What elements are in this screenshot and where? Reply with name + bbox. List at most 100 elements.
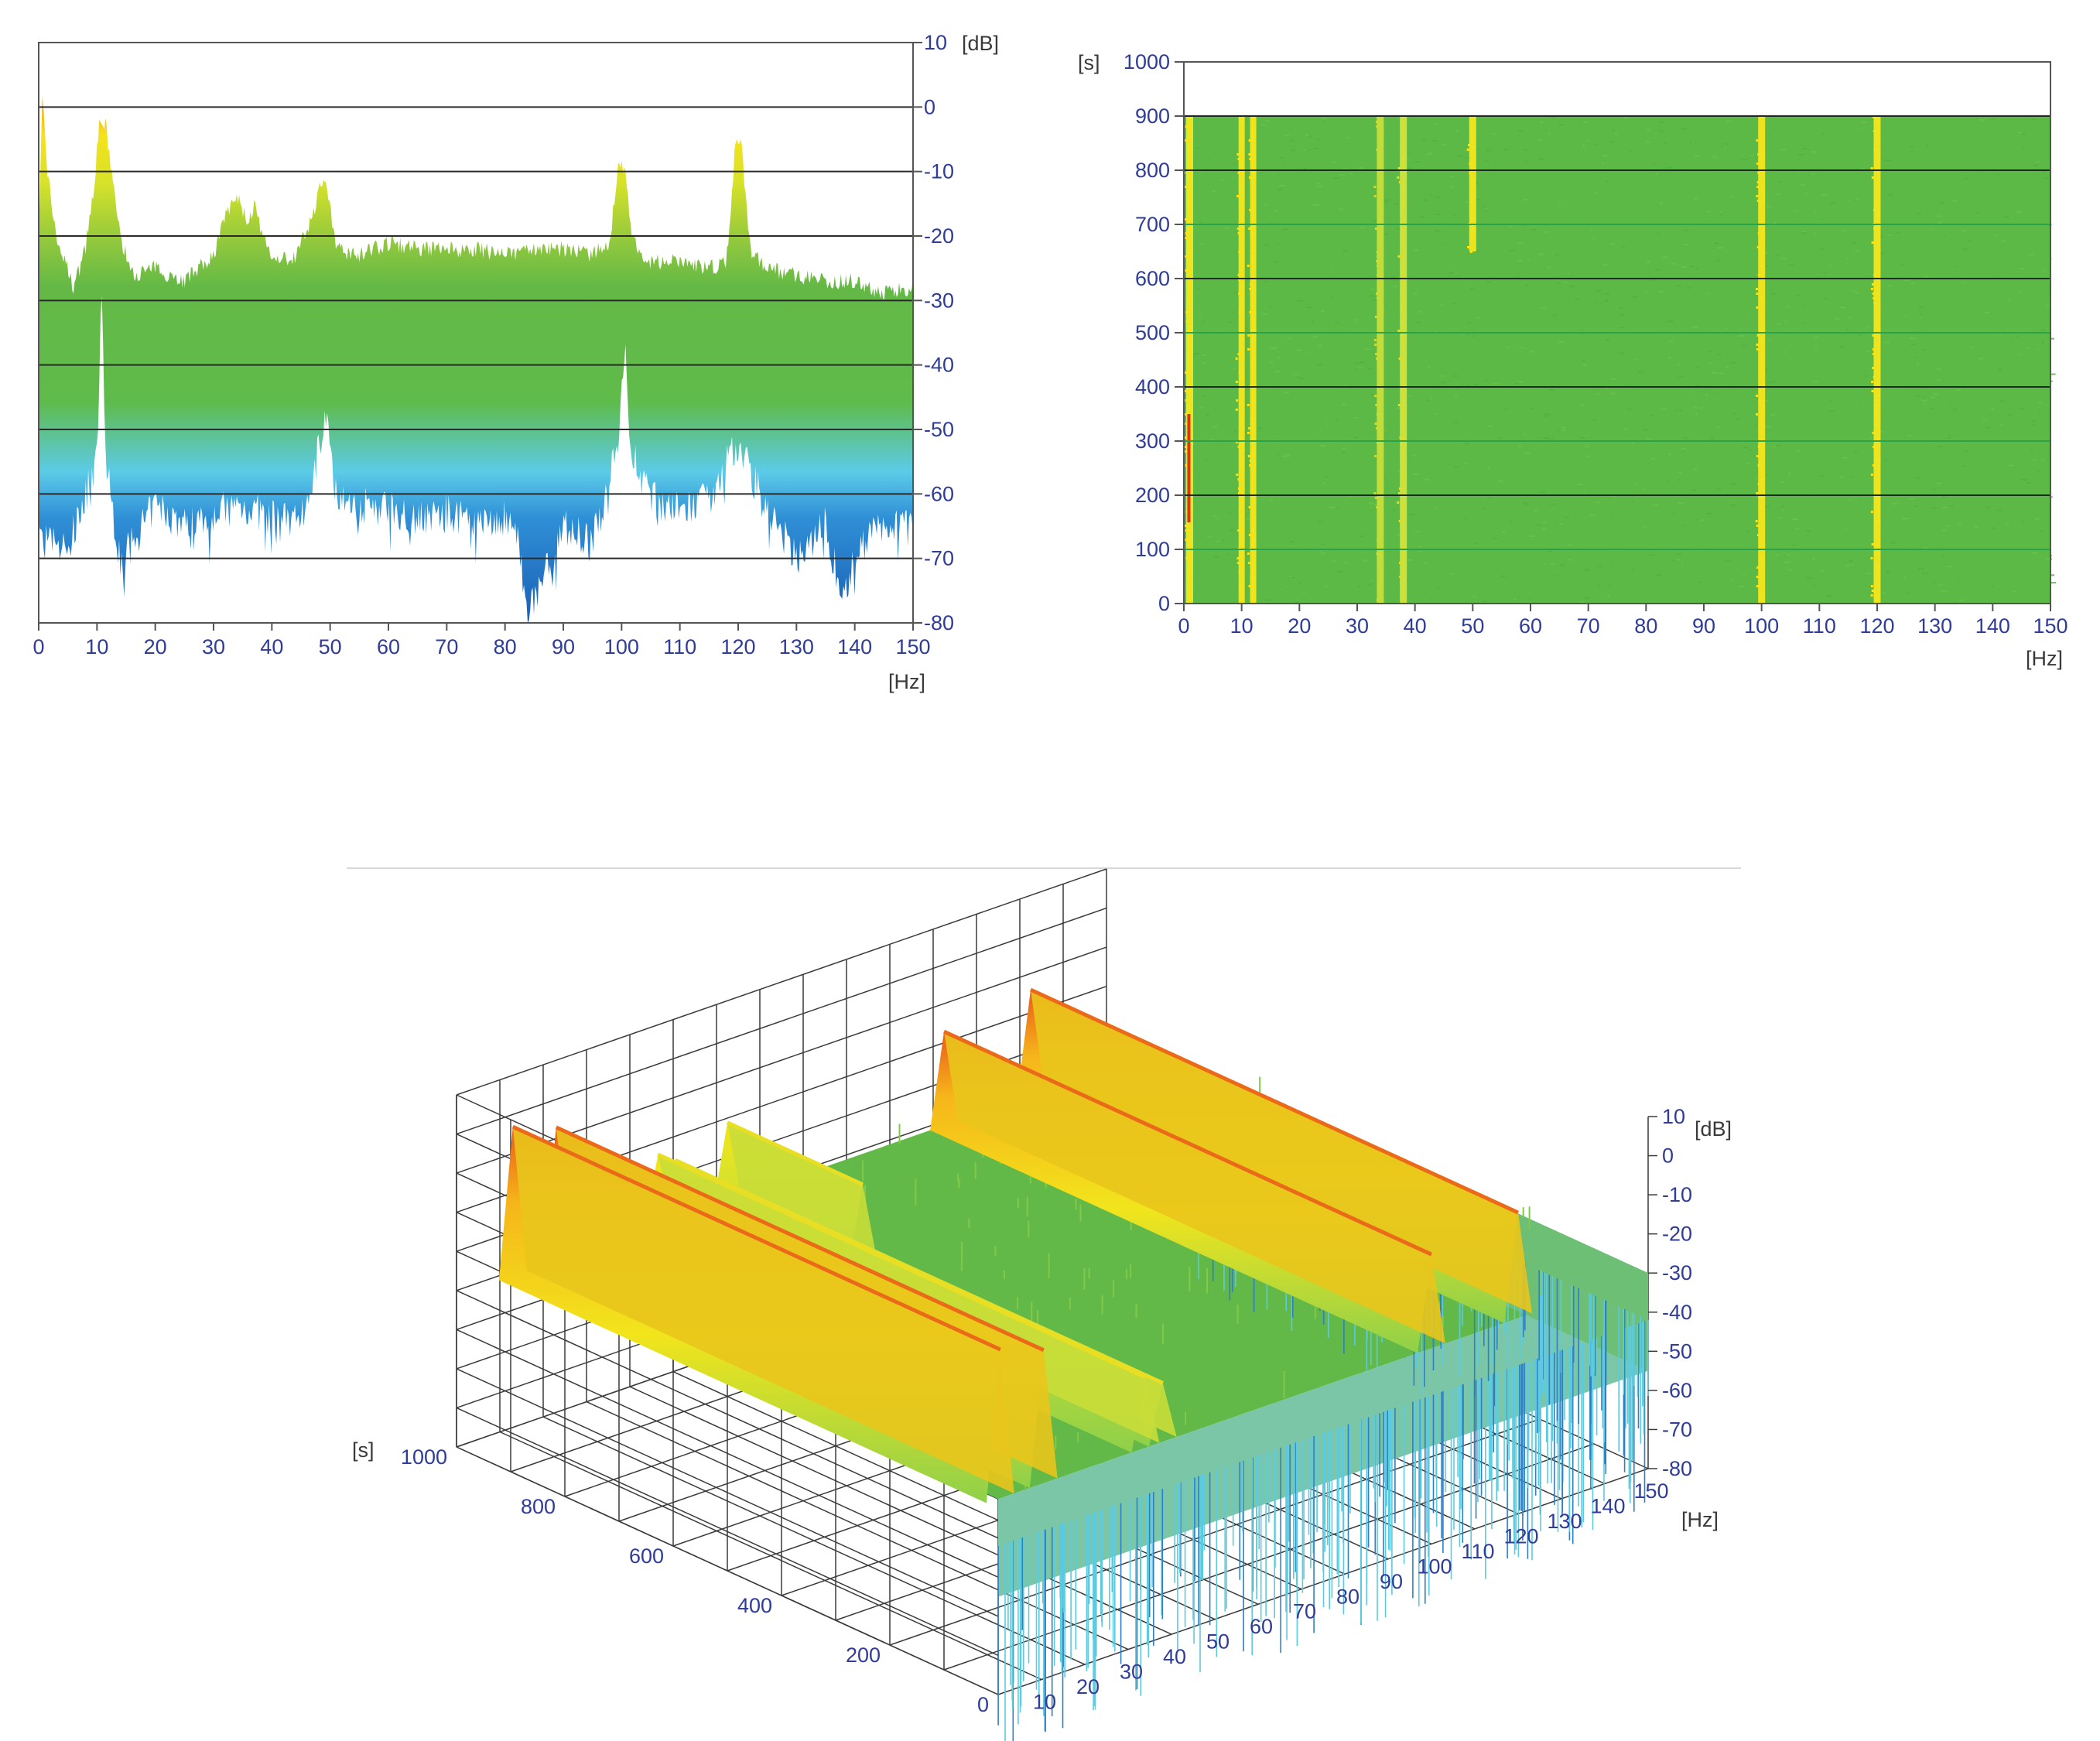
- spectrogram-band-speckle: [1186, 274, 1189, 276]
- spectrogram-speckle: [1767, 381, 1770, 384]
- spectrogram-speckle: [1474, 183, 1479, 185]
- spectrogram-speckle: [1542, 528, 1546, 530]
- spectrogram-speckle: [1579, 600, 1584, 603]
- spectrogram-speckle: [1260, 124, 1267, 126]
- spectrogram-band-speckle: [1376, 599, 1379, 601]
- spectrogram-speckle: [1597, 566, 1602, 568]
- waterfall-y-unit: [s]: [352, 1438, 375, 1462]
- spectrogram-speckle: [1771, 445, 1777, 447]
- spectrogram-speckle: [2043, 269, 2045, 272]
- spectrogram-speckle: [1569, 286, 1576, 288]
- spectrogram-speckle: [1288, 541, 1295, 543]
- spectrogram-speckle: [1648, 554, 1654, 556]
- spectrogram-speckle: [1904, 576, 1907, 579]
- spectrogram-speckle: [1465, 156, 1470, 159]
- spectrogram-speckle: [1390, 276, 1395, 279]
- spectrogram-speckle: [1336, 419, 1339, 421]
- spectrogram-speckle: [1476, 542, 1479, 545]
- spectrogram-band-speckle: [1756, 334, 1760, 337]
- spectrogram-speckle: [1602, 154, 1608, 156]
- spectrogram-speckle: [1233, 368, 1236, 370]
- spectrogram-speckle: [1452, 466, 1459, 468]
- spectrogram-speckle: [1518, 381, 1524, 383]
- spectrogram-speckle: [1517, 259, 1523, 262]
- spectrogram-speckle: [1917, 568, 1924, 570]
- spectrogram-band-speckle: [1873, 116, 1876, 118]
- left-wall-hline: [456, 1290, 999, 1539]
- spectrogram-speckle: [1407, 395, 1412, 398]
- spectrogram-speckle: [1278, 185, 1285, 186]
- spectrogram-speckle: [1810, 463, 1812, 465]
- spectrogram-band-speckle: [1758, 367, 1761, 369]
- surface-ridge-crest: [726, 1120, 864, 1187]
- spectrogram-speckle: [1230, 529, 1234, 532]
- spectrogram-speckle: [1326, 424, 1329, 426]
- waterfall-x-unit: [Hz]: [1681, 1508, 1719, 1531]
- spectrogram-speckle: [1730, 505, 1736, 507]
- spectrogram-band-speckle: [1186, 204, 1189, 207]
- spectrogram-band-speckle: [1756, 139, 1759, 142]
- spectrogram-speckle: [1725, 559, 1730, 562]
- spectrogram-band-speckle: [1471, 218, 1474, 221]
- spectrogram-band-speckle: [1472, 186, 1475, 188]
- spectrogram-speckle: [1424, 562, 1428, 564]
- spectrogram-speckle: [1193, 353, 1200, 355]
- spectrogram-speckle: [2044, 177, 2049, 180]
- spectrogram-speckle: [1932, 488, 1935, 491]
- spectrogram-speckle: [1766, 205, 1772, 207]
- spectrogram-speckle: [1839, 476, 1845, 478]
- spectrogram-speckle: [1657, 233, 1661, 235]
- spectrogram-background: [1184, 116, 2050, 604]
- spectrogram-speckle: [1770, 414, 1776, 416]
- spectrogram-band-speckle: [1239, 515, 1242, 518]
- spectrogram-speckle: [1482, 600, 1488, 602]
- spectrogram-speckle: [1842, 457, 1849, 459]
- spectrogram-speckle: [2003, 216, 2009, 218]
- spectrogram-speckle: [1517, 276, 1519, 278]
- spectrum-x-tick-label: 80: [494, 635, 517, 658]
- spectrogram-band-speckle: [1238, 251, 1241, 253]
- spectrogram-speckle: [1690, 265, 1695, 268]
- spectrogram-speckle: [1668, 340, 1674, 343]
- spectrogram-speckle: [1440, 304, 1445, 306]
- spectrogram-speckle: [2005, 523, 2009, 525]
- spectrogram-speckle: [1448, 272, 1455, 274]
- spectrogram-speckle: [1763, 390, 1767, 392]
- spectrogram-band-speckle: [1237, 353, 1240, 355]
- spectrogram-band-speckle: [1876, 190, 1879, 193]
- spectrogram-speckle: [1794, 210, 1797, 212]
- spectrogram-speckle: [1392, 286, 1398, 288]
- waterfall-x-tick-label: 150: [1633, 1479, 1668, 1503]
- spectrogram-speckle: [1662, 256, 1669, 258]
- spectrogram-speckle: [1555, 253, 1559, 255]
- spectrogram-speckle: [1492, 382, 1499, 385]
- spectrogram-speckle: [1607, 594, 1611, 597]
- spectrogram-band-speckle: [1249, 209, 1252, 211]
- spectrogram-band-speckle: [1756, 306, 1759, 309]
- spectrogram-band-speckle: [1238, 292, 1241, 295]
- spectrogram-speckle: [1968, 240, 1971, 241]
- spectrum-y-tick-label: -60: [924, 482, 954, 505]
- spectrogram-band-speckle: [1757, 464, 1760, 467]
- spectrogram-speckle: [1777, 181, 1782, 183]
- spectrogram-map: [1183, 116, 2057, 604]
- spectrogram-speckle: [1786, 554, 1790, 556]
- spectrogram-speckle: [2033, 164, 2038, 166]
- spectrogram-band-speckle: [1236, 227, 1240, 230]
- spectrogram-speckle: [1277, 454, 1280, 457]
- spectrogram-speckle: [2031, 552, 2038, 554]
- spectrogram-speckle: [1491, 214, 1493, 217]
- spectrogram-speckle: [1982, 419, 1987, 421]
- spectrogram-speckle: [1729, 361, 1736, 364]
- spectrum-x-tick-label: 50: [319, 635, 342, 658]
- waterfall-x-tick-label: 50: [1206, 1630, 1230, 1654]
- spectrum-x-unit: [Hz]: [888, 670, 925, 693]
- spectrogram-speckle: [1777, 517, 1783, 519]
- spectrogram-band-speckle: [1871, 381, 1874, 383]
- spectrogram-speckle: [1534, 509, 1538, 511]
- spectrogram-speckle: [1647, 583, 1650, 585]
- spectrogram-speckle: [1316, 364, 1323, 366]
- spectrogram-speckle: [1530, 597, 1532, 600]
- spectrogram-speckle: [2034, 518, 2040, 520]
- spectrogram-speckle: [1903, 279, 1910, 282]
